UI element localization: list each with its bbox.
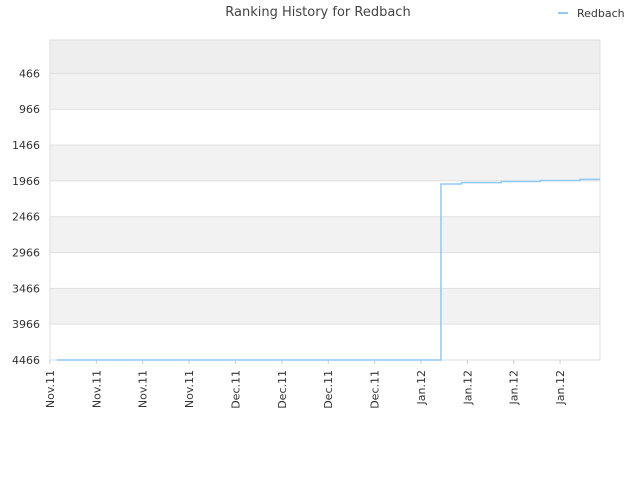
- x-tick-label: Dec.11: [369, 370, 382, 409]
- x-tick-label: Dec.11: [276, 370, 289, 409]
- series-line: [56, 178, 600, 361]
- grid-band: [50, 40, 600, 74]
- grid-band: [50, 145, 600, 181]
- x-tick-label: Jan.12: [554, 370, 567, 405]
- x-tick-label: Dec.11: [322, 370, 335, 409]
- y-tick-label: 2966: [12, 247, 40, 260]
- x-tick-label: Nov.11: [44, 370, 57, 408]
- x-tick-label: Nov.11: [137, 370, 150, 408]
- y-tick-label: 4466: [12, 354, 40, 367]
- x-tick-label: Nov.11: [183, 370, 196, 408]
- x-tick-label: Nov.11: [90, 370, 103, 408]
- y-tick-label: 1966: [12, 175, 40, 188]
- grid-band: [50, 216, 600, 253]
- y-tick-label: 3966: [12, 318, 40, 331]
- y-tick-label: 3466: [12, 282, 40, 295]
- y-tick-label: 466: [19, 67, 40, 80]
- grid-band: [50, 288, 600, 325]
- y-tick-label: 1466: [12, 139, 40, 152]
- x-tick-label: Dec.11: [229, 370, 242, 409]
- legend-label: Redbach: [577, 7, 625, 20]
- x-tick-label: Jan.12: [508, 370, 521, 405]
- grid-band: [50, 73, 600, 110]
- y-tick-label: 966: [19, 103, 40, 116]
- y-tick-label: 2466: [12, 211, 40, 224]
- chart-title: Ranking History for Redbach: [225, 5, 410, 20]
- plot-background: [49, 39, 601, 361]
- x-tick-label: Jan.12: [415, 370, 428, 405]
- x-tick-label: Jan.12: [461, 370, 474, 405]
